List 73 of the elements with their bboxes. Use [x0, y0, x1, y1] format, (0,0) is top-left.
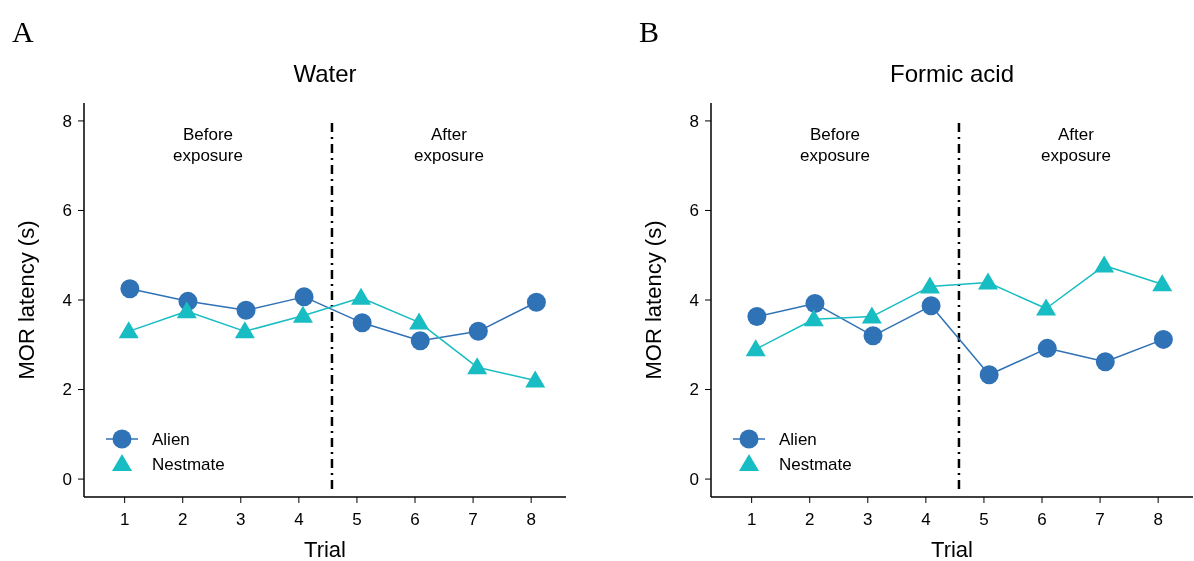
point — [1095, 352, 1115, 372]
text: B — [639, 15, 660, 48]
point — [467, 357, 488, 375]
point — [410, 331, 430, 351]
x-tick-label: 8 — [1153, 510, 1163, 529]
y-tick-label: 4 — [689, 290, 699, 310]
point — [236, 300, 256, 320]
point — [352, 313, 372, 333]
point — [234, 321, 255, 339]
point — [118, 321, 139, 339]
point — [863, 326, 883, 346]
point — [745, 339, 766, 357]
x-tick-label: 7 — [1095, 510, 1105, 529]
y-tick-label: 2 — [62, 380, 72, 400]
point — [919, 276, 940, 294]
point — [805, 294, 825, 314]
point — [525, 370, 546, 388]
y-tick-label: 0 — [689, 470, 699, 490]
x-tick-label: 1 — [746, 510, 757, 529]
annotation: Before exposure — [800, 125, 870, 165]
y-axis-title: MOR latency (s) — [641, 220, 666, 380]
x-tick-label: 4 — [921, 510, 931, 529]
legend-label: Alien — [779, 429, 817, 449]
x-tick-label: 6 — [1037, 510, 1047, 529]
annotation: After exposure — [414, 125, 484, 165]
x-tick-label: 5 — [352, 510, 362, 529]
x-tick-label: 4 — [294, 510, 304, 529]
legend-label: Alien — [152, 429, 190, 449]
x-tick-label: 7 — [468, 510, 478, 529]
point — [351, 287, 371, 305]
x-tick-label: 2 — [804, 510, 815, 529]
x-tick-label: 1 — [119, 510, 130, 529]
y-tick-label: 8 — [689, 111, 699, 131]
point — [1153, 329, 1173, 349]
x-tick-label: 3 — [863, 510, 873, 529]
point — [468, 321, 488, 341]
x-tick-label: 8 — [526, 510, 536, 529]
point — [1037, 338, 1057, 358]
point — [747, 307, 767, 327]
point — [978, 272, 998, 290]
point — [1036, 298, 1057, 316]
point — [921, 296, 941, 316]
point — [409, 312, 430, 330]
legend-label: Nestmate — [779, 454, 852, 474]
x-axis-title: Trial — [304, 537, 346, 561]
point — [292, 305, 313, 323]
x-tick-label: 2 — [177, 510, 188, 529]
point — [176, 301, 197, 319]
x-axis-title: Trial — [931, 537, 973, 561]
annotation: Before exposure — [173, 125, 243, 165]
point — [294, 287, 314, 307]
y-tick-label: 0 — [62, 470, 72, 490]
x-tick-label: 5 — [979, 510, 989, 529]
point — [803, 309, 824, 327]
text: A — [12, 15, 34, 48]
y-tick-label: 2 — [689, 380, 699, 400]
y-axis-title: MOR latency (s) — [14, 220, 39, 380]
legend-label: Nestmate — [152, 454, 225, 474]
y-tick-label: 6 — [62, 201, 72, 221]
chart-title: Formic acid — [889, 60, 1015, 87]
point — [526, 292, 546, 312]
y-tick-label: 6 — [689, 201, 699, 221]
chart-title: Water — [293, 60, 357, 87]
y-tick-label: 8 — [62, 111, 72, 131]
annotation: After exposure — [1041, 125, 1111, 165]
point — [861, 306, 882, 324]
point — [979, 365, 999, 385]
x-tick-label: 6 — [410, 510, 420, 529]
point — [120, 279, 140, 299]
x-tick-label: 3 — [236, 510, 246, 529]
point — [1152, 274, 1173, 292]
point — [1094, 255, 1115, 273]
y-tick-label: 4 — [62, 290, 72, 310]
